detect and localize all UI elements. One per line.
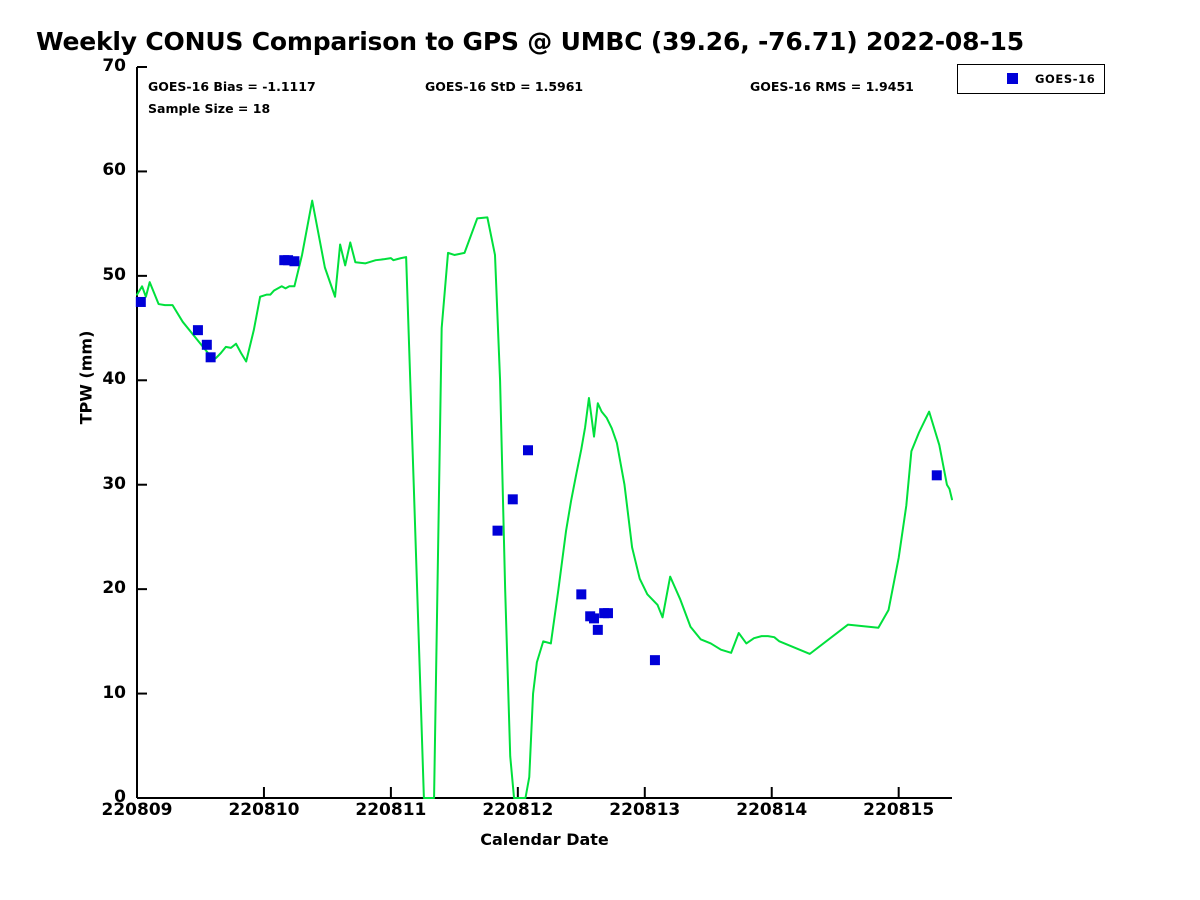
stat-rms: GOES-16 RMS = 1.9451 <box>750 79 914 94</box>
x-tick-label: 220814 <box>736 800 808 820</box>
stat-bias: GOES-16 Bias = -1.1117 <box>148 79 316 94</box>
x-axis-ticks <box>136 787 900 798</box>
x-tick-label: 220810 <box>228 800 300 820</box>
legend-box <box>957 64 1105 94</box>
legend-swatch-goes16 <box>1007 73 1018 84</box>
x-tick-label: 220813 <box>609 800 681 820</box>
y-tick-label: 20 <box>102 578 126 599</box>
y-tick-label: 60 <box>102 160 126 181</box>
y-axis-ticks <box>137 66 147 799</box>
stat-sample-size: Sample Size = 18 <box>148 101 271 116</box>
y-tick-label: 70 <box>102 56 126 76</box>
x-tick-label: 220812 <box>482 800 554 820</box>
y-tick-label: 30 <box>102 473 126 494</box>
x-tick-label: 220815 <box>863 800 935 820</box>
x-tick-label: 220811 <box>355 800 427 820</box>
x-axis-label: Calendar Date <box>480 830 609 849</box>
chart-title: Weekly CONUS Comparison to GPS @ UMBC (3… <box>36 27 1024 56</box>
y-tick-label: 50 <box>102 264 126 285</box>
y-tick-label: 10 <box>102 682 126 703</box>
y-tick-label: 0 <box>114 787 126 807</box>
y-tick-label: 40 <box>102 369 126 390</box>
goes16-scatter-series <box>135 255 942 666</box>
stat-std: GOES-16 StD = 1.5961 <box>425 79 584 94</box>
axis-frame <box>136 67 952 799</box>
x-tick-label: 220809 <box>101 800 173 820</box>
gps-line-series <box>136 199 953 799</box>
legend-label-goes16: GOES-16 <box>1035 72 1096 86</box>
